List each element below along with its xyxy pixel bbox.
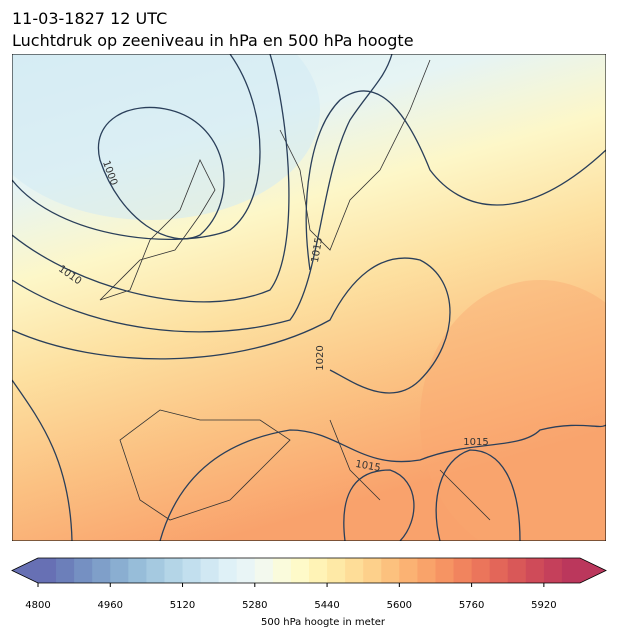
colorbar-segment: [290, 558, 310, 583]
colorbar-label: 500 hPa hoogte in meter: [261, 617, 386, 628]
colorbar-segment: [345, 558, 364, 583]
colorbar-segment: [471, 558, 491, 583]
contour-label: 1015: [463, 437, 488, 448]
isobar: [12, 54, 261, 241]
title: 11-03-1827 12 UTC: [12, 9, 167, 28]
colorbar-tick-label: 5120: [170, 600, 195, 611]
contour-label: 1015: [354, 459, 381, 474]
coastline: [99, 59, 491, 521]
colorbar-segment: [363, 558, 382, 583]
contour-label: 1020: [315, 345, 326, 370]
colorbar-tick-label: 5760: [459, 600, 484, 611]
colorbar: 4800 4960 5120 5280 5440 5600 5760 5920: [11, 557, 607, 611]
colorbar-segment: [236, 558, 256, 583]
isobar: [12, 257, 451, 394]
low-area: [12, 54, 320, 220]
colorbar-tick-label: 5440: [314, 600, 339, 611]
isobar: [12, 379, 606, 541]
colorbar-segment: [561, 558, 581, 583]
colorbar-segment: [453, 558, 473, 583]
colorbar-segment: [110, 558, 129, 583]
colorbar-segment: [74, 558, 93, 583]
colorbar-segment: [417, 558, 436, 583]
isobar: [305, 90, 606, 271]
colorbar-extend-low: [12, 558, 38, 583]
colorbar-segment: [272, 558, 292, 583]
colorbar-segment: [38, 558, 57, 583]
colorbar-segment: [309, 558, 328, 583]
colorbar-segment: [182, 558, 202, 583]
high-area: [420, 280, 606, 541]
colorbar-tick-label: 5280: [242, 600, 267, 611]
colorbar-segment: [218, 558, 238, 583]
colorbar-segment: [543, 558, 563, 583]
colorbar-segment: [525, 558, 545, 583]
colorbar-extend-high: [580, 558, 606, 583]
colorbar-segment: [254, 558, 274, 583]
colorbar-segment: [164, 558, 184, 583]
colorbar-segment: [146, 558, 165, 583]
isobar: [97, 106, 225, 240]
colorbar-segment: [489, 558, 509, 583]
colorbar-segment: [327, 558, 346, 583]
map: 1000 1010 1015 1020 1015 1015: [12, 54, 606, 541]
colorbar-segment: [507, 558, 527, 583]
colorbar-segment: [128, 558, 147, 583]
contour-label: 1015: [310, 237, 325, 264]
colorbar-tick-label: 4960: [98, 600, 123, 611]
colorbar-segment: [381, 558, 400, 583]
colorbar-outline: [11, 557, 607, 584]
colorbar-tick-label: 5920: [531, 600, 556, 611]
colorbar-segment: [200, 558, 220, 583]
colorbar-tick-label: 4800: [25, 600, 50, 611]
colorbar-segment: [435, 558, 455, 583]
colorbar-tick-label: 5600: [387, 600, 412, 611]
subtitle: Luchtdruk op zeeniveau in hPa en 500 hPa…: [12, 31, 414, 50]
isobar: [12, 54, 393, 333]
colorbar-segment: [399, 558, 418, 583]
colorbar-segment: [92, 558, 111, 583]
colorbar-segment: [56, 558, 75, 583]
isobar: [12, 54, 290, 303]
